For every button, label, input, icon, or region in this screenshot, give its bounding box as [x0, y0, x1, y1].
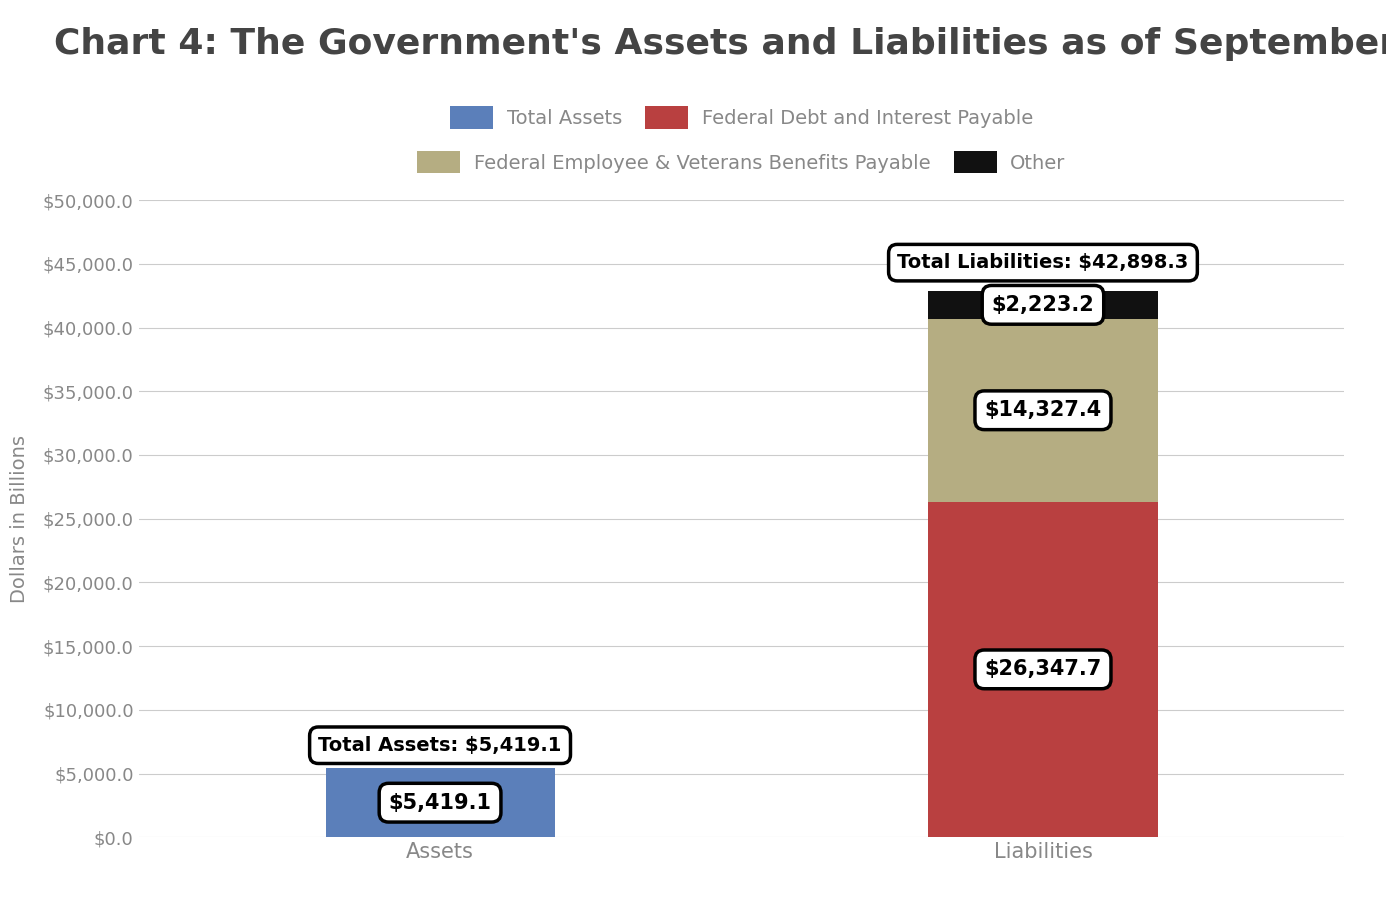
Text: $26,347.7: $26,347.7	[984, 660, 1102, 680]
Bar	[929, 319, 1157, 501]
Text: $2,223.2: $2,223.2	[991, 295, 1095, 315]
Text: Total Assets: $5,419.1: Total Assets: $5,419.1	[319, 735, 561, 754]
Bar	[326, 768, 554, 837]
Legend: Federal Employee & Veterans Benefits Payable, Other: Federal Employee & Veterans Benefits Pay…	[410, 143, 1073, 181]
Bar	[929, 501, 1157, 837]
Text: Chart 4: The Government's Assets and Liabilities as of September 30, 2023: Chart 4: The Government's Assets and Lia…	[54, 27, 1386, 61]
Y-axis label: Dollars in Billions: Dollars in Billions	[10, 435, 29, 602]
Text: $5,419.1: $5,419.1	[388, 793, 492, 813]
Text: Total Liabilities: $42,898.3: Total Liabilities: $42,898.3	[897, 253, 1189, 272]
Bar	[929, 290, 1157, 319]
Text: $14,327.4: $14,327.4	[984, 400, 1102, 420]
